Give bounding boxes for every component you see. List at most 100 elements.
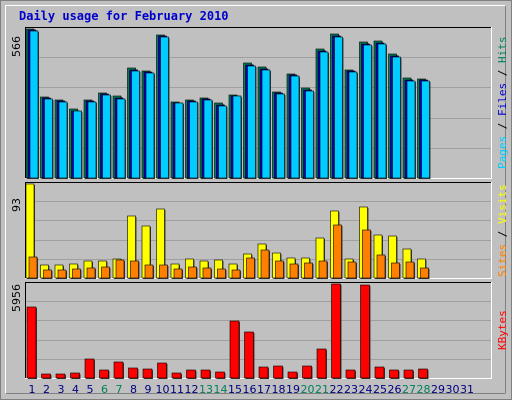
bar-kbytes-day-24 [360,284,370,379]
bar-sites-day-18 [275,260,284,279]
bar-pages-day-1 [29,30,39,179]
bar-pages-day-22 [334,36,343,179]
bar-sites-day-21 [318,260,328,279]
x-tick-label: 20 [301,383,315,396]
x-tick-label: 22 [330,383,344,396]
x-tick-label: 17 [257,383,271,396]
bar-kbytes-day-2 [41,373,51,379]
bar-kbytes-day-19 [287,371,298,379]
bar-sites-day-9 [144,264,154,279]
y-axis-label-part: Pages [496,135,509,169]
y-axis-label-part: / [496,223,509,244]
y-axis-label-hits-files-pages: Pages / Files / Hits [496,37,509,170]
x-tick-label: 11 [170,383,184,396]
y-axis-label-part: Hits [496,36,509,64]
x-tick-label: 16 [243,383,257,396]
bar-pages-day-28 [421,80,430,179]
bar-pages-day-24 [363,44,372,179]
bar-kbytes-day-1 [26,306,37,379]
bar-kbytes-day-26 [389,369,399,379]
bar-kbytes-day-13 [200,369,211,379]
bar-kbytes-day-22 [331,283,341,379]
x-tick-label: 30 [446,383,460,396]
y-axis-label-visits-sites: Sites / Visits [496,184,509,277]
bar-kbytes-day-9 [142,368,153,379]
bar-pages-day-13 [203,99,213,179]
bar-kbytes-day-8 [128,367,138,379]
x-tick-label: 8 [130,383,137,396]
bar-pages-day-17 [261,69,271,179]
x-tick-label: 4 [72,383,79,396]
bar-pages-day-23 [348,71,358,179]
bar-sites-day-20 [304,262,313,279]
x-tick-label: 29 [431,383,445,396]
x-tick-label: 12 [185,383,199,396]
x-tick-label: 3 [58,383,65,396]
bar-kbytes-day-6 [99,369,109,379]
x-tick-label: 31 [460,383,474,396]
bar-pages-day-6 [102,94,111,179]
bar-sites-day-4 [72,268,81,279]
bar-sites-day-8 [130,260,139,279]
bar-pages-day-3 [58,101,68,179]
bar-pages-day-7 [116,98,126,179]
bar-pages-day-9 [145,72,155,179]
panel-kbytes-background [25,282,491,378]
bar-pages-day-19 [290,75,300,179]
bar-sites-day-27 [405,261,415,279]
y-axis-label-part: Files [496,82,509,116]
bar-sites-day-12 [188,266,197,279]
bar-pages-day-2 [44,98,53,179]
x-tick-label: 14 [214,383,228,396]
bar-sites-day-15 [231,269,241,279]
x-tick-label: 23 [344,383,358,396]
bar-sites-day-24 [362,229,371,279]
bar-sites-day-19 [289,263,299,279]
bar-kbytes-day-7 [113,361,124,379]
x-tick-label: 6 [101,383,108,396]
bar-pages-day-5 [87,101,97,179]
x-tick-label: 21 [315,383,329,396]
bar-kbytes-day-3 [55,373,66,379]
bar-kbytes-day-28 [418,368,428,379]
x-tick-label: 26 [388,383,402,396]
chart-title: Daily usage for February 2010 [19,9,229,23]
bar-sites-day-2 [43,269,52,279]
bar-sites-day-17 [260,249,270,279]
bar-pages-day-11 [174,102,184,179]
bar-pages-day-20 [305,90,314,179]
bar-sites-day-1 [28,256,38,279]
x-tick-label: 2 [43,383,50,396]
bar-kbytes-day-21 [316,348,327,379]
bar-sites-day-26 [391,262,400,279]
bar-kbytes-day-25 [374,366,385,379]
bar-pages-day-16 [247,65,256,179]
bar-sites-day-10 [159,264,168,279]
bar-pages-day-10 [160,36,169,179]
y-max-label-kbytes: 5956 [10,284,23,312]
bar-kbytes-day-14 [215,371,225,379]
bar-sites-day-22 [333,224,342,279]
bar-kbytes-day-18 [273,365,283,379]
bar-sites-day-13 [202,267,212,279]
y-max-label-visits-sites: 93 [10,198,23,212]
y-axis-label-kbytes: KBytes [496,310,509,350]
x-tick-label: 27 [402,383,416,396]
bar-sites-day-16 [246,257,255,279]
bar-kbytes-day-4 [70,372,80,379]
bar-sites-day-28 [420,267,429,279]
bar-pages-day-21 [319,51,329,179]
y-axis-label-part: / [496,116,509,136]
bar-pages-day-12 [189,101,198,179]
bar-sites-day-11 [173,268,183,279]
bar-sites-day-25 [376,254,386,279]
bar-pages-day-4 [73,110,82,179]
x-tick-label: 18 [272,383,286,396]
y-axis-label-part: / [496,63,509,83]
bar-sites-day-5 [86,267,96,279]
bar-kbytes-day-12 [186,369,196,379]
bar-pages-day-15 [232,95,242,179]
bar-sites-day-23 [347,261,357,279]
